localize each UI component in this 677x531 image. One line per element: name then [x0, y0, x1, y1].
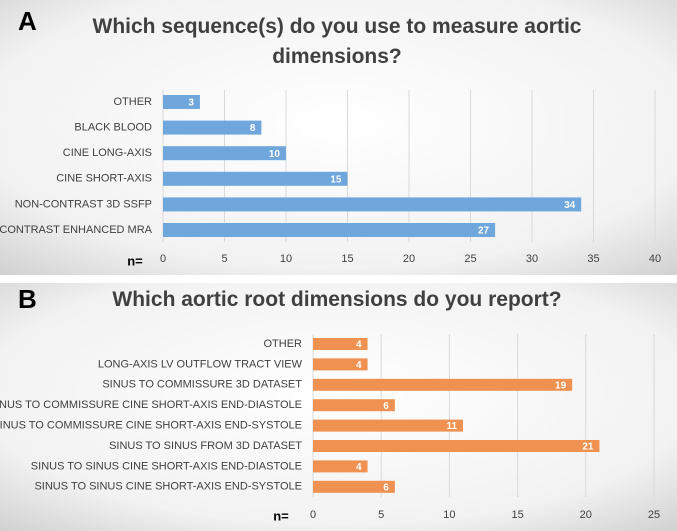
bar — [313, 440, 600, 452]
y-tick-label: OTHER — [264, 338, 303, 350]
data-label: 19 — [555, 380, 567, 391]
x-tick-label: 25 — [648, 509, 660, 521]
bar — [313, 419, 464, 432]
y-tick-label: SINUS TO COMMISSURE CINE SHORT-AXIS END-… — [0, 420, 302, 432]
y-tick-label: CONTRAST ENHANCED MRA — [0, 224, 153, 236]
data-label: 4 — [356, 340, 362, 351]
x-tick-label: 30 — [526, 253, 538, 265]
x-tick-label: 5 — [221, 253, 227, 265]
y-tick-label: SINUS TO COMMISSURE CINE SHORT-AXIS END-… — [0, 399, 302, 411]
data-label: 15 — [330, 174, 342, 185]
data-label: 34 — [564, 200, 576, 211]
data-label: 21 — [582, 442, 594, 453]
x-tick-label: 10 — [443, 509, 455, 521]
y-tick-label: CINE LONG-AXIS — [63, 147, 152, 159]
data-label: 11 — [446, 421, 457, 432]
x-tick-label: 20 — [580, 509, 592, 521]
x-tick-label: 40 — [649, 253, 661, 265]
x-tick-label: 10 — [280, 253, 292, 265]
y-tick-label: CINE SHORT-AXIS — [56, 173, 152, 185]
x-tick-label: 0 — [310, 509, 316, 521]
data-label: 3 — [188, 98, 194, 109]
y-tick-label: OTHER — [114, 96, 153, 108]
x-tick-label: 5 — [378, 509, 384, 521]
y-tick-label: SINUS TO SINUS FROM 3D DATASET — [109, 440, 302, 452]
bar — [313, 338, 368, 350]
y-tick-label: NON-CONTRAST 3D SSFP — [15, 198, 152, 210]
y-tick-label: SINUS TO SINUS CINE SHORT-AXIS END-DIAST… — [31, 460, 302, 472]
chart-title: Which sequence(s) do you use to measure … — [92, 15, 582, 68]
bar — [163, 146, 286, 161]
x-axis-label: n= — [127, 253, 143, 268]
data-label: 6 — [383, 482, 389, 493]
bar — [313, 399, 395, 412]
bar — [313, 460, 368, 473]
y-tick-label: SINUS TO COMMISSURE 3D DATASET — [102, 379, 302, 391]
data-label: 8 — [250, 123, 256, 134]
data-label: 6 — [383, 401, 389, 412]
x-tick-label: 35 — [587, 253, 599, 265]
bar — [313, 378, 573, 391]
bar — [163, 120, 262, 135]
chart-title: Which aortic root dimensions do you repo… — [112, 288, 562, 311]
y-tick-label: SINUS TO SINUS CINE SHORT-AXIS END-SYSTO… — [34, 481, 302, 493]
panel-label: B — [18, 284, 37, 314]
bar — [163, 223, 496, 237]
data-label: 4 — [356, 462, 362, 473]
x-axis-label: n= — [273, 508, 289, 523]
data-label: 4 — [356, 360, 362, 371]
bar — [313, 480, 395, 493]
bar — [163, 171, 348, 186]
x-tick-label: 20 — [403, 253, 415, 265]
panel-label: A — [18, 6, 37, 36]
bar — [313, 358, 368, 371]
x-tick-label: 15 — [341, 253, 353, 265]
y-tick-label: LONG-AXIS LV OUTFLOW TRACT VIEW — [98, 358, 303, 370]
data-label: 27 — [478, 226, 490, 237]
bar — [163, 197, 582, 212]
data-label: 10 — [269, 149, 281, 160]
x-tick-label: 25 — [464, 253, 476, 265]
x-tick-label: 0 — [160, 253, 166, 265]
x-tick-label: 15 — [511, 509, 523, 521]
y-tick-label: BLACK BLOOD — [74, 122, 152, 134]
bar — [163, 95, 200, 109]
